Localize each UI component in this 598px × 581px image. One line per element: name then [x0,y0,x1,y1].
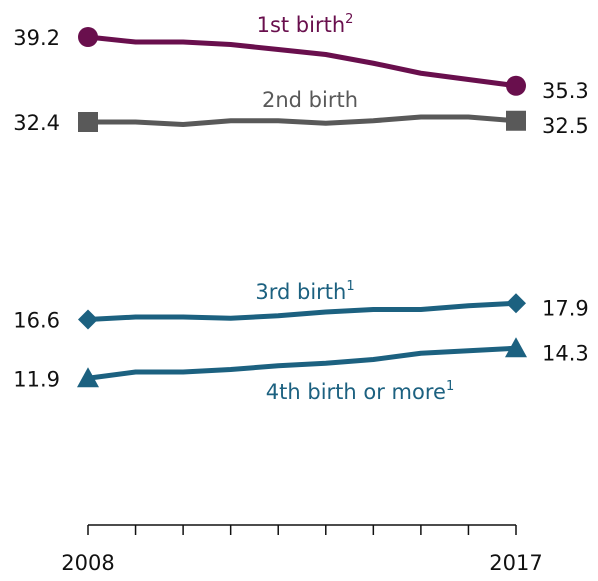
marker [78,112,98,132]
line [87,300,517,322]
line [87,34,517,89]
marker [506,75,526,96]
superscript: 2 [345,12,353,27]
marker [506,110,526,131]
value-label: 11.9 [13,367,60,391]
value-label: 32.4 [13,111,60,135]
line [87,345,517,381]
series-name: 1st birth [257,13,346,37]
series-label: 2nd birth [262,88,358,112]
marker [77,367,99,388]
x-tick-label: 2017 [489,551,542,575]
value-label: 35.3 [542,79,589,103]
series-name: 3rd birth [255,280,346,304]
x-tick-label: 2008 [61,551,114,575]
series-label: 4th birth or more1 [266,379,454,404]
value-label: 16.6 [13,309,60,333]
superscript: 1 [346,279,354,294]
value-label: 17.9 [542,296,589,320]
value-label: 14.3 [542,341,589,365]
line [88,114,517,127]
marker [505,337,527,358]
marker [78,309,98,330]
value-label: 32.5 [542,114,589,138]
series-label: 3rd birth1 [255,279,354,304]
value-label: 39.2 [13,26,60,50]
marker [506,293,526,314]
series-name: 4th birth or more [266,380,446,404]
series-label: 1st birth2 [257,12,354,37]
series-name: 2nd birth [262,88,358,112]
marker [78,27,98,47]
superscript: 1 [446,379,454,394]
